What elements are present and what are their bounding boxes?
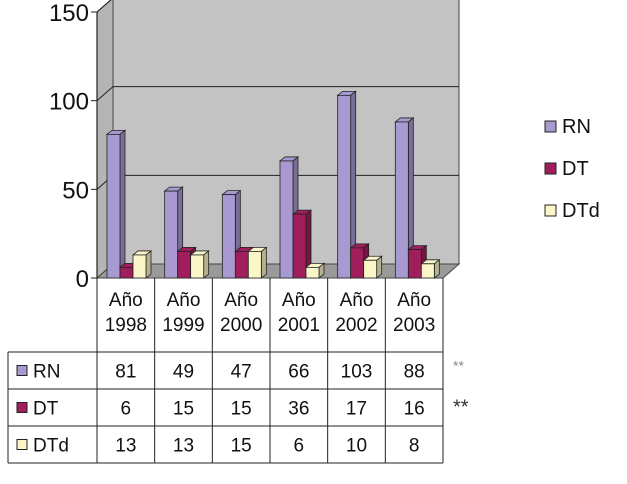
bar-dt-0 [119,266,134,279]
bar-dt-1 [177,250,192,279]
x-tick-label: 1999 [162,315,204,336]
bar-side-dtd-0 [145,250,152,279]
data-label: 88 [404,362,425,383]
legend-swatch-dtd [544,204,557,217]
y-tick-label: 50 [62,177,89,204]
bar-dt-5 [407,249,422,279]
x-tick-label: Año [224,290,258,311]
bar-rn-1 [164,190,179,279]
legend-label-dt: DT [562,158,589,180]
data-label: 36 [288,399,309,420]
data-label: 16 [404,399,425,420]
data-label: 15 [231,436,252,457]
table-legend-swatch-rn [16,365,28,376]
data-label: 6 [121,399,132,420]
bar-rn-4 [337,94,352,279]
bar-dt-2 [234,250,249,279]
data-label: 103 [341,362,373,383]
bar-dtd-5 [420,263,435,279]
legend-swatch-dt [544,162,557,175]
table-series-label: RN [33,362,60,383]
bar-dtd-4 [363,259,378,279]
data-label: 6 [294,436,305,457]
data-label: 15 [173,399,194,420]
gridline [96,86,459,102]
bar-rn-3 [279,160,294,279]
bar-dtd-1 [190,254,205,279]
bar-dtd-3 [305,266,320,279]
x-tick-label: 2000 [220,315,262,336]
x-tick-label: 2003 [393,315,435,336]
gridline [96,0,112,13]
legend-label-dtd: DTd [562,200,600,222]
annotation-asterisks: ** [453,358,464,374]
y-tick-label: 0 [76,266,89,293]
x-tick-label: Año [397,290,431,311]
data-label: 13 [115,436,136,457]
bar-side-dtd-1 [203,250,210,279]
data-label: 66 [288,362,309,383]
data-label: 8 [409,436,420,457]
data-label: 13 [173,436,194,457]
x-tick-label: Año [340,290,374,311]
bar-rn-2 [221,194,236,279]
x-tick-label: 2001 [278,315,320,336]
bar-dtd-0 [132,254,147,279]
annotation-asterisks: ** [453,397,469,419]
table-series-label: DTd [33,436,69,457]
data-label: 49 [173,362,194,383]
bar-dt-4 [350,247,365,279]
bar-dt-3 [292,213,307,279]
table-legend-swatch-dtd [16,439,28,450]
bar-side-rn-0 [119,129,126,279]
x-tick-label: 1998 [105,315,147,336]
y-tick-label: 100 [49,89,89,116]
x-tick-label: Año [282,290,316,311]
data-label: 81 [115,362,136,383]
bar-side-dtd-2 [260,246,267,279]
table-legend-swatch-dt [16,402,28,413]
data-label: 47 [231,362,252,383]
x-tick-label: Año [167,290,201,311]
bar-rn-5 [394,121,409,279]
legend-swatch-rn [544,120,557,133]
data-label: 10 [346,436,367,457]
data-label: 15 [231,399,252,420]
table-series-label: DT [33,399,59,420]
bar-side-dtd-4 [376,255,383,279]
x-tick-label: Año [109,290,143,311]
data-label: 17 [346,399,367,420]
bar-rn-0 [106,133,121,279]
bar-dtd-2 [247,250,262,279]
x-tick-label: 2002 [335,315,377,336]
y-tick-label: 150 [49,0,89,27]
legend-label-rn: RN [562,116,591,138]
